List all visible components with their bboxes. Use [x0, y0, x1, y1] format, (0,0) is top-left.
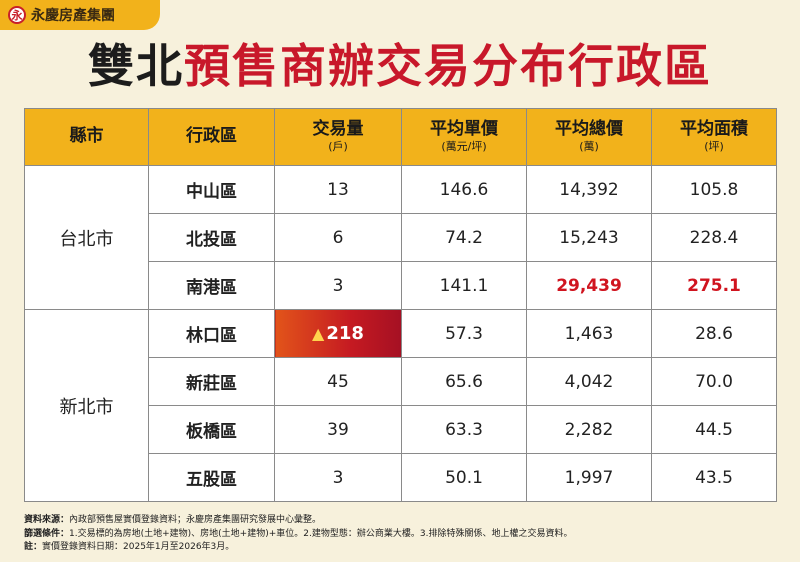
header-volume-unit: (戶)	[328, 140, 348, 154]
brand-name: 永慶房產集團	[31, 8, 115, 24]
total-price-highlight-cell: 29,439	[526, 261, 652, 310]
district-cell: 中山區	[148, 165, 275, 214]
area-cell: 28.6	[651, 309, 777, 358]
header-area-unit: (坪)	[704, 140, 724, 154]
brand-badge: 永 永慶房產集團	[0, 0, 160, 30]
volume-cell: 3	[274, 453, 402, 502]
header-total-price-unit: (萬)	[579, 140, 599, 154]
unit-price-cell: 141.1	[401, 261, 527, 310]
header-total-price: 平均總價 (萬)	[526, 108, 652, 166]
footnotes: 資料來源：內政部預售屋實價登錄資料；永慶房產集團研究發展中心彙整。 篩選條件：1…	[24, 514, 784, 555]
unit-price-cell: 146.6	[401, 165, 527, 214]
city-cell-taipei: 台北市	[24, 165, 149, 310]
total-price-cell: 4,042	[526, 357, 652, 406]
data-table-wrapper: 縣市 行政區 交易量 (戶) 平均單價 (萬元/坪) 平均總價 (萬) 平均面積 (坪)…	[24, 108, 777, 502]
city-cell-new-taipei: 新北市	[24, 309, 149, 502]
table-row: 北投區 6 74.2 15,243 228.4	[25, 213, 777, 262]
transactions-table: 縣市 行政區 交易量 (戶) 平均單價 (萬元/坪) 平均總價 (萬) 平均面積 (坪)…	[24, 108, 777, 502]
area-cell: 43.5	[651, 453, 777, 502]
district-cell: 五股區	[148, 453, 275, 502]
district-cell: 林口區	[148, 309, 275, 358]
district-cell: 北投區	[148, 213, 275, 262]
area-highlight-cell: 275.1	[651, 261, 777, 310]
footnote-date: 註：實價登錄資料日期：2025年1月至2026年3月。	[24, 542, 235, 552]
table-row: 新北市 林口區 ▲ 218 57.3 1,463 28.6	[24, 309, 777, 502]
table-row: 新莊區 45 65.6 4,042 70.0	[25, 357, 777, 406]
district-cell: 板橋區	[148, 405, 275, 454]
volume-highlight-cell: ▲ 218	[274, 309, 402, 358]
header-area: 平均面積 (坪)	[651, 108, 777, 166]
area-cell: 70.0	[651, 357, 777, 406]
district-cell: 新莊區	[148, 357, 275, 406]
header-unit-price: 平均單價 (萬元/坪)	[401, 108, 527, 166]
footnote-source: 資料來源：內政部預售屋實價登錄資料；永慶房產集團研究發展中心彙整。	[24, 515, 322, 525]
area-cell: 105.8	[651, 165, 777, 214]
total-price-cell: 15,243	[526, 213, 652, 262]
brand-logo-icon: 永	[8, 6, 26, 24]
volume-cell: 6	[274, 213, 402, 262]
table-row: 南港區 3 141.1 29,439 275.1	[25, 261, 777, 310]
district-cell: 南港區	[148, 261, 275, 310]
unit-price-cell: 63.3	[401, 405, 527, 454]
total-price-cell: 1,463	[526, 309, 652, 358]
header-volume: 交易量 (戶)	[274, 108, 402, 166]
unit-price-cell: 50.1	[401, 453, 527, 502]
page-title: 雙北 預售商辦交易分布行政區	[0, 30, 800, 96]
flame-icon: ▲	[312, 324, 325, 343]
title-part-1: 雙北	[88, 39, 184, 93]
total-price-cell: 14,392	[526, 165, 652, 214]
table-header-row: 縣市 行政區 交易量 (戶) 平均單價 (萬元/坪) 平均總價 (萬) 平均面積 (坪)	[24, 108, 777, 166]
table-row: 台北市 中山區 13 146.6 14,392 105.8	[24, 165, 777, 310]
header-district: 行政區	[148, 108, 275, 166]
total-price-cell: 2,282	[526, 405, 652, 454]
table-row: 板橋區 39 63.3 2,282 44.5	[25, 405, 777, 454]
unit-price-cell: 74.2	[401, 213, 527, 262]
area-cell: 44.5	[651, 405, 777, 454]
title-part-2: 預售商辦交易分布行政區	[184, 39, 712, 93]
header-unit-price-unit: (萬元/坪)	[441, 140, 487, 154]
area-cell: 228.4	[651, 213, 777, 262]
volume-cell: 13	[274, 165, 402, 214]
total-price-cell: 1,997	[526, 453, 652, 502]
table-row: 五股區 3 50.1 1,997 43.5	[25, 453, 777, 502]
unit-price-cell: 65.6	[401, 357, 527, 406]
header-city: 縣市	[24, 108, 149, 166]
unit-price-cell: 57.3	[401, 309, 527, 358]
volume-cell: 39	[274, 405, 402, 454]
footnote-filter: 篩選條件：1.交易標的為房地(土地+建物)、房地(土地+建物)+車位。2.建物型…	[24, 528, 573, 539]
volume-cell: 3	[274, 261, 402, 310]
volume-cell: 45	[274, 357, 402, 406]
